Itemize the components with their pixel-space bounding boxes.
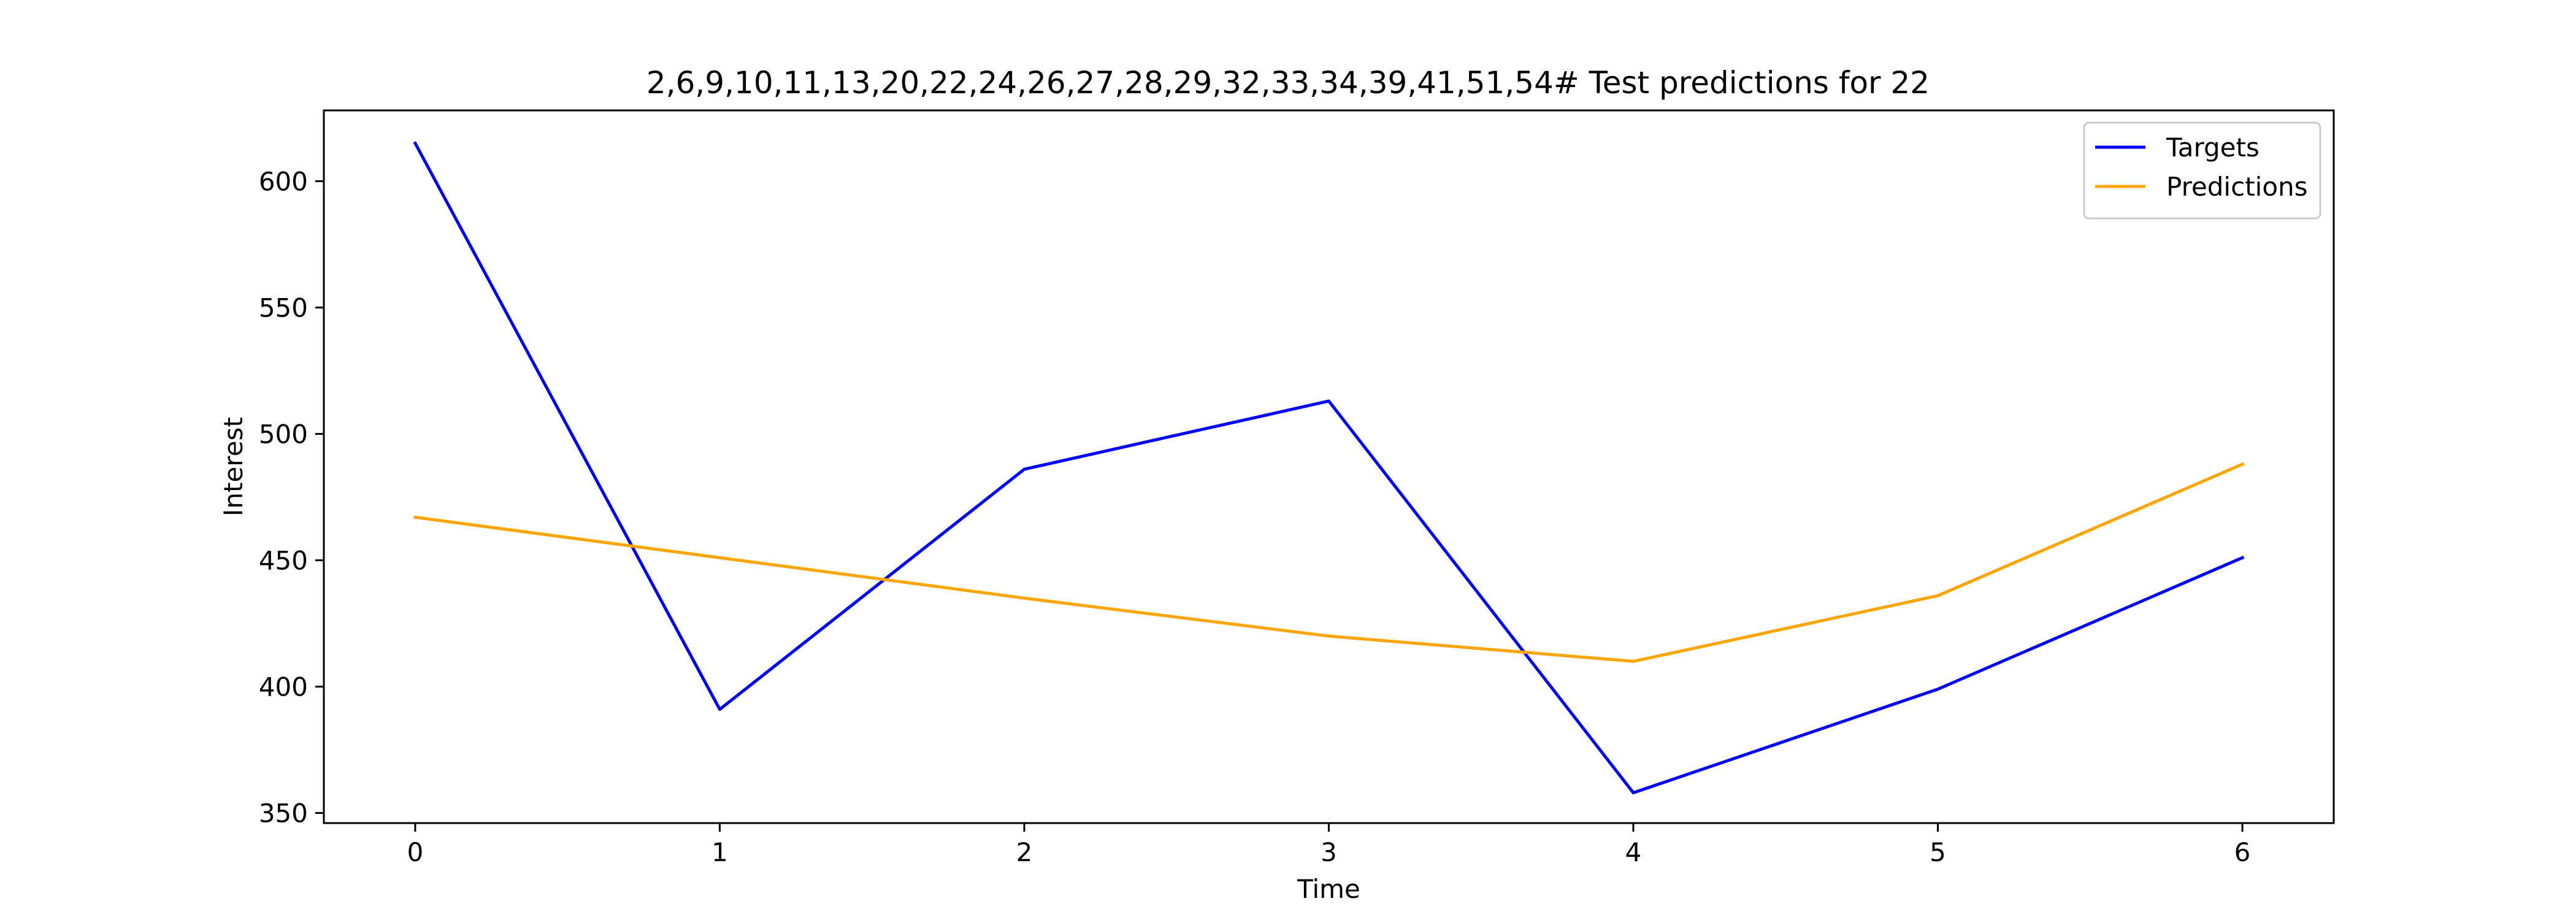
- x-axis: 0 1 2 3 4 5 6: [407, 823, 2251, 867]
- series-line-targets: [413, 141, 2245, 795]
- y-tick-label: 400: [259, 672, 308, 702]
- y-axis: 350 400 450 500 550 600: [259, 166, 324, 829]
- x-tick-label: 5: [1930, 837, 1946, 867]
- chart-title: 2,6,9,10,11,13,20,22,24,26,27,28,29,32,3…: [646, 65, 1930, 101]
- series-line-predictions: [413, 462, 2245, 663]
- x-tick-label: 0: [407, 837, 424, 867]
- x-tick-label: 2: [1016, 837, 1033, 867]
- x-tick-label: 4: [1625, 837, 1642, 867]
- legend-label-predictions: Predictions: [2166, 172, 2308, 202]
- y-tick-label: 350: [259, 799, 308, 829]
- legend-label-targets: Targets: [2166, 132, 2260, 163]
- y-tick-label: 500: [259, 419, 308, 449]
- y-tick-label: 450: [259, 545, 308, 575]
- x-axis-title: Time: [1297, 874, 1360, 904]
- x-tick-label: 6: [2234, 837, 2251, 867]
- y-tick-label: 550: [259, 293, 308, 323]
- series-layer: [413, 141, 2245, 795]
- y-tick-label: 600: [259, 166, 308, 196]
- x-tick-label: 3: [1321, 837, 1337, 867]
- legend: Targets Predictions: [2083, 121, 2321, 220]
- y-axis-title: Interest: [218, 417, 248, 516]
- x-tick-label: 1: [711, 837, 728, 867]
